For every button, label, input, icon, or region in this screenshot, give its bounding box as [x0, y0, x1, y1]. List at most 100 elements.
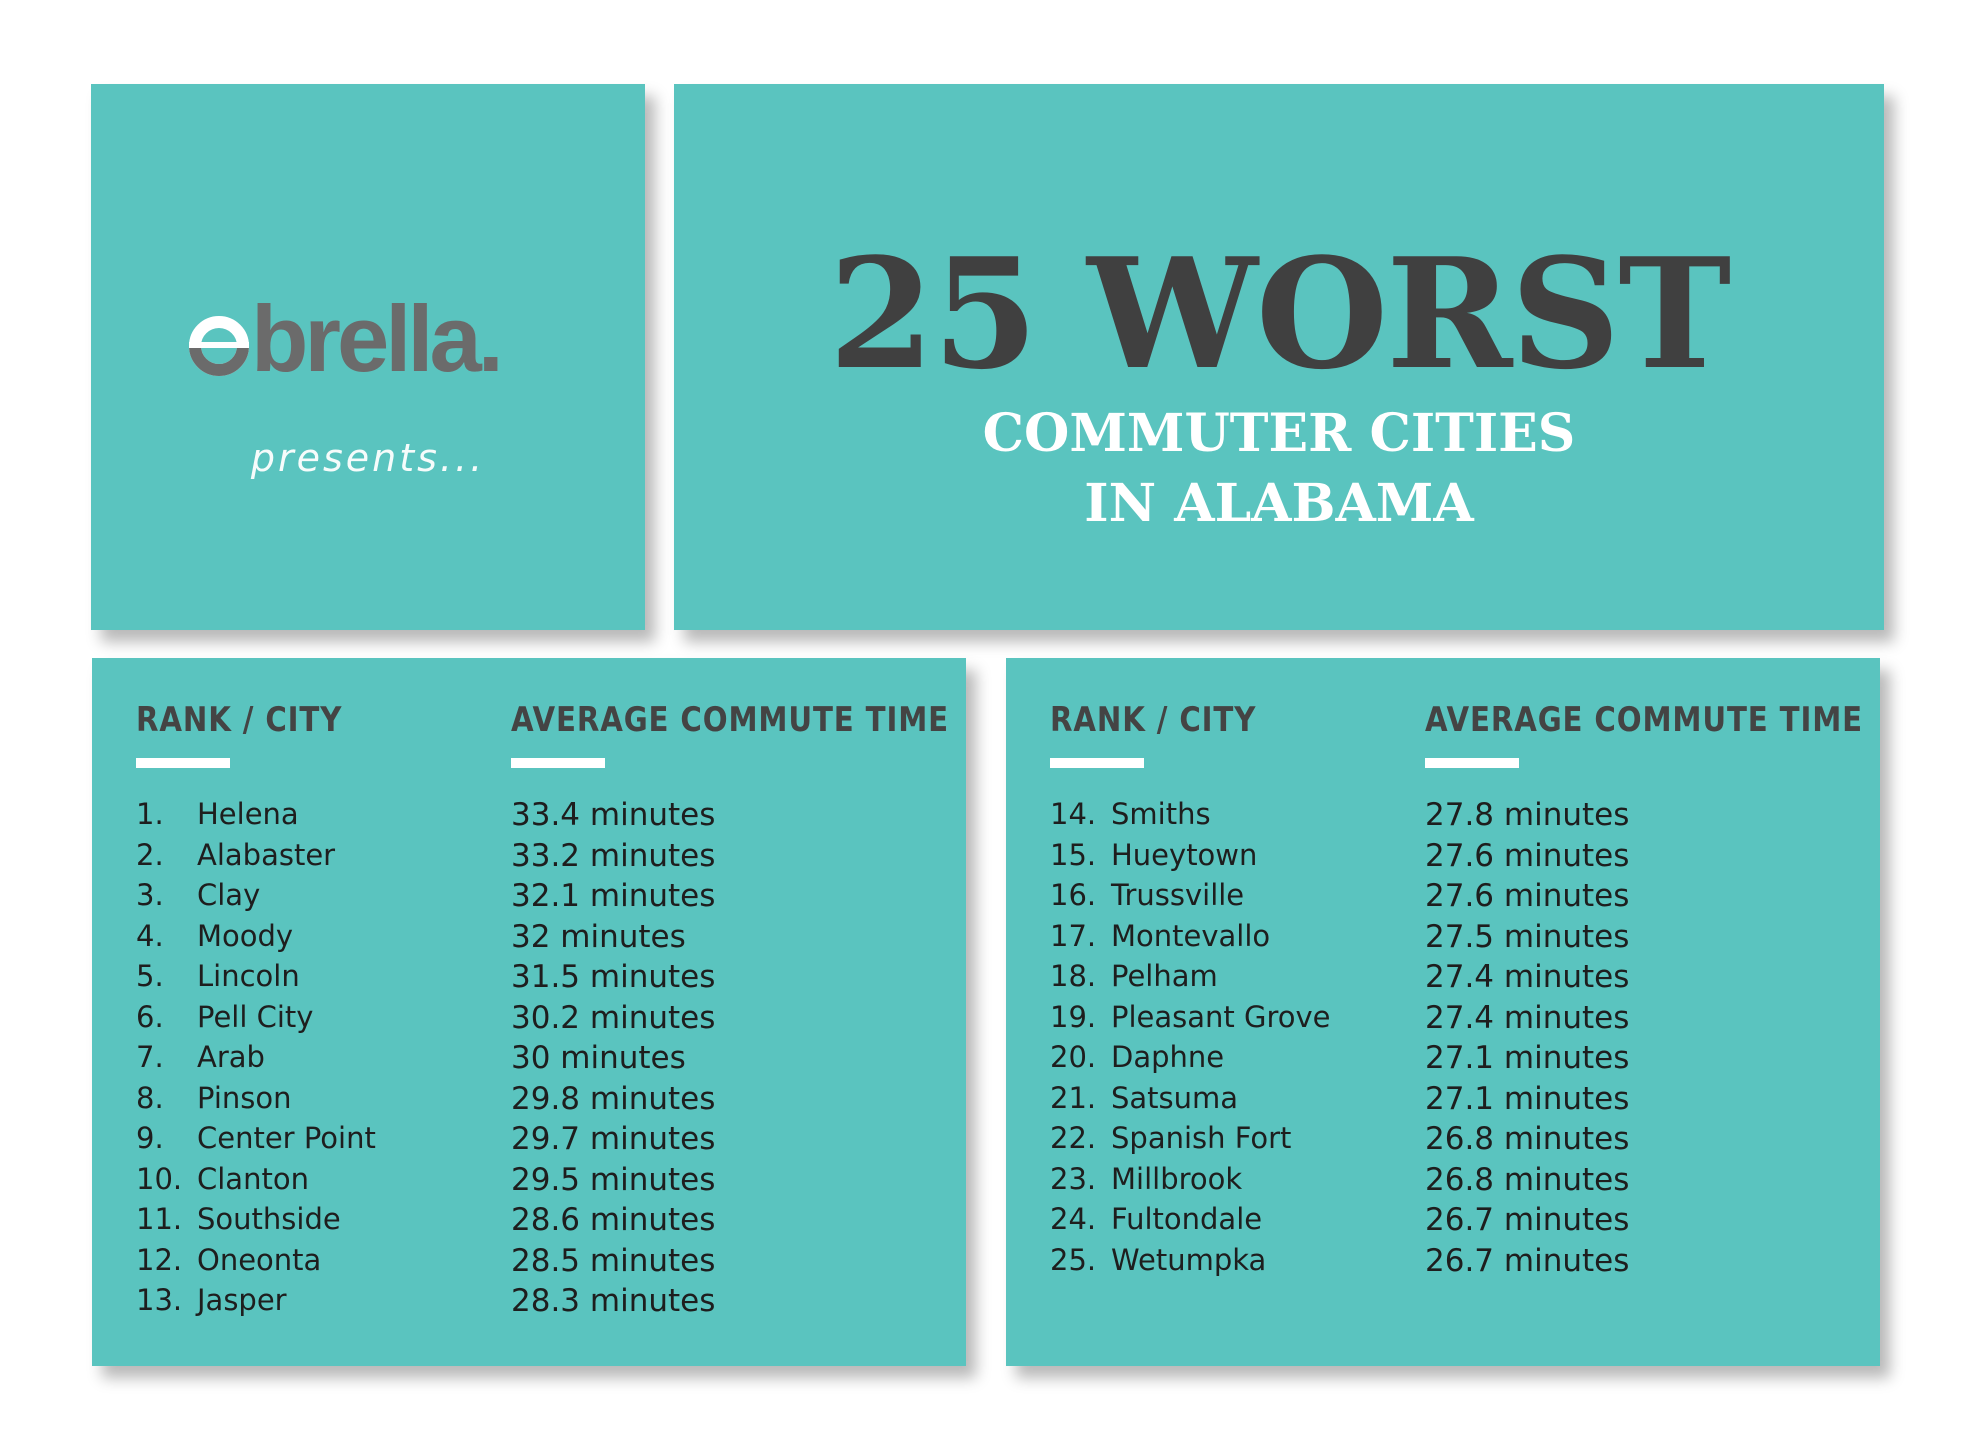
logo-o-icon	[189, 316, 249, 376]
commute-time: 28.6 minutes	[511, 1202, 716, 1238]
list-item: 12. Oneonta 28.5 minutes	[92, 1240, 966, 1281]
commute-time: 32.1 minutes	[511, 878, 716, 914]
avg-time-header: AVERAGE COMMUTE TIME	[511, 700, 950, 740]
list-item: 4. Moody 32 minutes	[92, 916, 966, 957]
list-item: 6. Pell City 30.2 minutes	[92, 997, 966, 1038]
commute-time: 27.4 minutes	[1425, 959, 1630, 995]
list-item: 10. Clanton 29.5 minutes	[92, 1159, 966, 1200]
ranking-list-right: RANK / CITY AVERAGE COMMUTE TIME 14. Smit…	[1006, 658, 1880, 1366]
city-name: Montevallo	[1111, 918, 1271, 953]
logo-wordmark: brella.	[251, 286, 504, 391]
main-title: 25 WORST	[828, 224, 1732, 403]
city-name: Oneonta	[197, 1242, 322, 1277]
rank-number: 25.	[1050, 1242, 1097, 1277]
commute-time: 33.4 minutes	[511, 797, 716, 833]
city-name: Alabaster	[197, 837, 336, 872]
city-name: Pell City	[197, 999, 314, 1034]
commute-time: 29.8 minutes	[511, 1080, 716, 1117]
list-item: 14. Smiths 27.8 minutes	[1006, 794, 1880, 835]
header-underline	[1425, 758, 1519, 768]
title-panel: 25 WORST COMMUTER CITIES IN ALABAMA	[674, 84, 1884, 630]
commute-time: 27.6 minutes	[1425, 837, 1630, 874]
rank-number: 19.	[1050, 999, 1097, 1034]
city-name: Arab	[197, 1040, 265, 1074]
list-item: 20. Daphne 27.1 minutes	[1006, 1037, 1880, 1078]
list-item: 23. Millbrook 26.8 minutes	[1006, 1159, 1880, 1200]
city-name: Moody	[197, 918, 294, 953]
list-item: 8. Pinson 29.8 minutes	[92, 1078, 966, 1119]
commute-time: 26.8 minutes	[1425, 1161, 1630, 1198]
commute-time: 27.1 minutes	[1425, 1040, 1630, 1076]
rank-number: 14.	[1050, 797, 1097, 831]
rank-number: 21.	[1050, 1080, 1097, 1115]
city-name: Helena	[197, 797, 299, 831]
rank-city-header: RANK / CITY	[136, 700, 343, 740]
rank-number: 6.	[136, 999, 164, 1034]
list-item: 13. Jasper 28.3 minutes	[92, 1280, 966, 1321]
ranking-list-left: RANK / CITY AVERAGE COMMUTE TIME 1. Helen…	[92, 658, 966, 1366]
commute-time: 28.3 minutes	[511, 1283, 716, 1319]
rank-number: 10.	[136, 1161, 183, 1196]
list-item: 18. Pelham 27.4 minutes	[1006, 956, 1880, 997]
rank-number: 7.	[136, 1040, 164, 1074]
city-name: Spanish Fort	[1111, 1121, 1292, 1155]
list-item: 24. Fultondale 26.7 minutes	[1006, 1199, 1880, 1240]
city-name: Hueytown	[1111, 837, 1258, 872]
rank-number: 12.	[136, 1242, 183, 1277]
subtitle-line-1: COMMUTER CITIES	[982, 403, 1576, 464]
logo-text-source: obrella.	[189, 294, 190, 295]
commute-time: 27.5 minutes	[1425, 918, 1630, 955]
commute-time: 33.2 minutes	[511, 837, 716, 874]
logo-panel: brella. obrella. presents...	[91, 84, 645, 630]
commute-time: 27.8 minutes	[1425, 797, 1630, 833]
rank-number: 9.	[136, 1121, 164, 1155]
city-name: Trussville	[1111, 878, 1245, 912]
commute-time: 29.5 minutes	[511, 1161, 716, 1198]
list-item: 25. Wetumpka 26.7 minutes	[1006, 1240, 1880, 1281]
city-name: Lincoln	[197, 959, 300, 993]
header-underline	[1050, 758, 1144, 768]
rank-city-header: RANK / CITY	[1050, 700, 1257, 740]
list-item: 22. Spanish Fort 26.8 minutes	[1006, 1118, 1880, 1159]
list-item: 3. Clay 32.1 minutes	[92, 875, 966, 916]
city-name: Wetumpka	[1111, 1242, 1267, 1277]
city-name: Clay	[197, 878, 261, 912]
city-name: Pinson	[197, 1080, 292, 1115]
commute-time: 27.1 minutes	[1425, 1080, 1630, 1117]
list-item: 17. Montevallo 27.5 minutes	[1006, 916, 1880, 957]
list-item: 21. Satsuma 27.1 minutes	[1006, 1078, 1880, 1119]
rank-number: 3.	[136, 878, 164, 912]
city-name: Millbrook	[1111, 1161, 1243, 1196]
list-item: 9. Center Point 29.7 minutes	[92, 1118, 966, 1159]
rank-number: 18.	[1050, 959, 1097, 993]
commute-time: 27.4 minutes	[1425, 999, 1630, 1036]
city-name: Fultondale	[1111, 1202, 1263, 1236]
presents-text: presents...	[250, 436, 486, 480]
list-item: 19. Pleasant Grove 27.4 minutes	[1006, 997, 1880, 1038]
commute-time: 30.2 minutes	[511, 999, 716, 1036]
city-name: Pelham	[1111, 959, 1218, 993]
city-name: Jasper	[197, 1283, 287, 1317]
commute-time: 32 minutes	[511, 918, 686, 955]
commute-time: 30 minutes	[511, 1040, 686, 1076]
rank-number: 17.	[1050, 918, 1097, 953]
header-underline	[136, 758, 230, 768]
ranking-rows: 14. Smiths 27.8 minutes 15. Hueytown 27.6 min…	[1006, 794, 1880, 1280]
rank-number: 13.	[136, 1283, 183, 1317]
city-name: Daphne	[1111, 1040, 1225, 1074]
commute-time: 26.7 minutes	[1425, 1242, 1630, 1279]
subtitle-line-2: IN ALABAMA	[1084, 473, 1474, 534]
rank-number: 5.	[136, 959, 164, 993]
city-name: Clanton	[197, 1161, 309, 1196]
city-name: Southside	[197, 1202, 341, 1236]
rank-number: 20.	[1050, 1040, 1097, 1074]
city-name: Pleasant Grove	[1111, 999, 1331, 1034]
rank-number: 16.	[1050, 878, 1097, 912]
city-name: Smiths	[1111, 797, 1211, 831]
commute-time: 29.7 minutes	[511, 1121, 716, 1157]
header-underline	[511, 758, 605, 768]
rank-number: 1.	[136, 797, 164, 831]
list-item: 15. Hueytown 27.6 minutes	[1006, 835, 1880, 876]
commute-time: 26.8 minutes	[1425, 1121, 1630, 1157]
rank-number: 22.	[1050, 1121, 1097, 1155]
